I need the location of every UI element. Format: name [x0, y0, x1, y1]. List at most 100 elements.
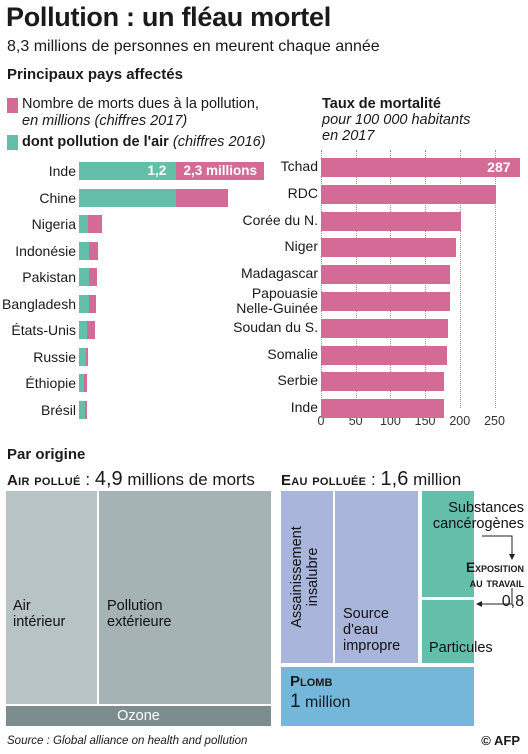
workplace-line1: Exposition	[465, 560, 524, 575]
rate-country-label-niger: Niger	[285, 239, 318, 254]
lead-unit: million	[305, 694, 351, 711]
legend-air-sub: (chiffres 2016)	[172, 134, 266, 150]
tick-label-0: 0	[317, 414, 325, 428]
water-source-line3: impropre	[343, 638, 401, 654]
legend-swatch-total	[7, 98, 18, 113]
tile-air-exterior-label: Pollution extérieure	[107, 598, 171, 630]
legend-air-label: dont pollution de l'air	[22, 134, 169, 150]
rate-country-label-coree-du-n: Corée du N.	[242, 211, 318, 228]
rate-country-part: Corée du N.	[242, 211, 318, 228]
rate-bar-rdc	[321, 184, 496, 204]
lead-head: Plomb	[290, 673, 333, 690]
workplace-callout: Exposition au travail 0,8	[440, 560, 524, 611]
rate-country-part: Nelle-Guinée	[236, 300, 318, 316]
carcinogens-line2: cancérogènes	[432, 516, 524, 532]
country-label-bangladesh: Bangladesh	[2, 295, 76, 312]
rate-bar-serbie	[321, 372, 444, 392]
page-title: Pollution : un fléau mortel	[6, 2, 331, 32]
rate-country-label-soudan-du-s: Soudan du S.	[233, 318, 318, 335]
rate-bar-papouasie-nelle-guinee	[321, 292, 451, 311]
rate-sub-2: en 2017	[322, 128, 375, 144]
workplace-bracket	[476, 535, 515, 607]
bar-air-bresil	[79, 400, 85, 419]
tile-air-interior-label: Air intérieur	[13, 598, 65, 630]
data-label-inde-air: 1,2	[147, 163, 167, 178]
country-label-inde: Inde	[48, 163, 76, 179]
air-polluted-colon: :	[85, 470, 91, 489]
air-polluted-unit: millions de morts	[127, 470, 255, 489]
tile-carcinogens	[422, 491, 474, 597]
bar-air-pakistan	[79, 268, 90, 286]
air-exterior-line1: Pollution	[107, 598, 163, 614]
rate-country-part: Inde	[290, 399, 318, 416]
air-polluted-value: 4,9	[94, 468, 123, 490]
rate-bar-somalie	[321, 345, 448, 365]
data-label-tchad: 287	[487, 159, 511, 175]
origin-section-title: Par origine	[7, 446, 86, 463]
bar-air-russie	[79, 347, 87, 366]
rate-country-part: Madagascar	[240, 265, 318, 282]
bar-air-etats-unis	[79, 321, 88, 339]
rate-country-label-tchad: Tchad	[281, 159, 318, 174]
water-polluted-unit: million	[413, 470, 462, 489]
rate-country-label-madagascar: Madagascar	[241, 266, 318, 281]
country-label-ethiopie: Éthiopie	[25, 375, 76, 391]
rate-country-label-papouasie-nelle-guinee: Papouasie Nelle-Guinée	[236, 286, 318, 316]
rate-sub-1: pour 100 000 habitants	[322, 112, 471, 128]
afp-credit: © AFP	[481, 733, 520, 748]
tile-sanitation-label: Assainissement insalubre	[289, 491, 325, 663]
legend-deaths: Nombre de morts dues à la pollution, en …	[22, 96, 259, 130]
gridline-250	[494, 150, 496, 408]
tile-ozone: Ozone	[6, 706, 271, 726]
tile-particles	[422, 600, 474, 663]
sanitation-line1: Assainissement	[289, 526, 305, 628]
rate-bar-madagascar	[321, 265, 451, 285]
rate-country-part: Soudan du S.	[233, 318, 318, 335]
country-label-chine: Chine	[39, 189, 76, 206]
gridline-200	[459, 150, 461, 408]
lead-amount: 1 million	[290, 691, 350, 713]
tile-air-interior: Air intérieur	[6, 491, 97, 704]
bar-air-bangladesh	[79, 294, 89, 313]
tile-ozone-label: Ozone	[117, 708, 160, 724]
data-label-inde-total: 2,3 millions	[183, 163, 258, 178]
bar-air-nigeria	[79, 215, 88, 233]
bar-air-chine	[79, 188, 176, 207]
water-source-line2: d'eau	[343, 622, 379, 638]
workplace-value: 0,8	[501, 593, 524, 610]
bar-air-indonesie	[79, 241, 89, 260]
air-interior-line2: intérieur	[13, 614, 66, 630]
tile-air-exterior: Pollution extérieure	[99, 491, 271, 704]
carcinogens-line1: Substances	[448, 500, 524, 516]
rate-bar-soudan-du-s	[321, 318, 448, 338]
rate-country-label-serbie: Serbie	[278, 373, 318, 388]
tile-water-source-label: Source d'eau impropre	[343, 606, 400, 654]
rate-country-part: Somalie	[267, 345, 318, 362]
country-label-indonesie: Indonésie	[15, 242, 76, 259]
air-polluted-header: Air pollué : 4,9 millions de morts	[7, 468, 255, 491]
rate-country-part: Niger	[284, 238, 318, 255]
rate-bar-coree-du-n	[321, 211, 462, 231]
tile-water-source: Source d'eau impropre	[335, 491, 418, 663]
air-interior-line1: Air	[13, 598, 31, 614]
air-polluted-label: Air pollué	[7, 472, 81, 489]
water-polluted-value: 1,6	[380, 468, 409, 490]
rate-title: Taux de mortalité	[322, 96, 441, 112]
rate-chart-title: Taux de mortalité pour 100 000 habitants…	[322, 96, 470, 144]
tile-sanitation: Assainissement insalubre	[281, 491, 333, 663]
workplace-line2: au travail	[469, 575, 524, 590]
water-source-line1: Source	[343, 606, 389, 622]
page-subtitle: 8,3 millions de personnes en meurent cha…	[7, 38, 380, 55]
source-note: Source : Global alliance on health and p…	[7, 735, 248, 747]
rate-country-part: Papouasie	[251, 285, 318, 301]
legend-swatch-air	[7, 135, 18, 150]
lead-value: 1	[290, 691, 301, 712]
legend-air: dont pollution de l'air (chiffres 2016)	[22, 134, 266, 151]
sanitation-line2: insalubre	[305, 547, 321, 607]
rate-country-part: RDC	[287, 184, 318, 201]
tile-carcinogens-label: Substances cancérogènes	[429, 500, 524, 532]
country-label-etats-unis: États-Unis	[11, 322, 76, 338]
water-polluted-colon: :	[371, 470, 376, 489]
deaths-bar-chart: Inde Chine Nigeria Indonésie Pakistan Banglad…	[2, 162, 264, 419]
mortality-rate-bar-chart: 0 50 100 150 200 250 Tchad RDC Corée du N. Niger M…	[233, 150, 521, 428]
